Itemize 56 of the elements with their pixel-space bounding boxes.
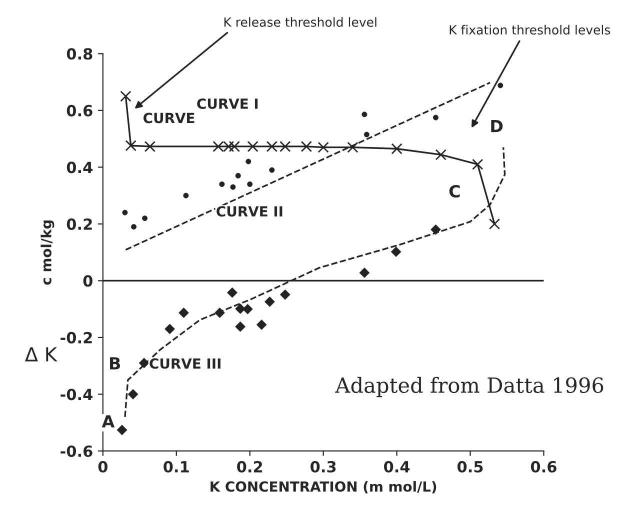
y-tick-label: 0.2 (66, 218, 92, 230)
annotation: CURVE I (197, 98, 258, 109)
point (228, 140, 240, 152)
y-tick-label: 0.6 (66, 104, 92, 116)
y-tick-label: 0.4 (66, 162, 92, 174)
y-axis-title: c mol/kg (40, 220, 54, 285)
x-tick-label: 0.5 (457, 460, 483, 473)
annotation: D (491, 120, 503, 132)
y-tick-label: -0.4 (60, 388, 92, 400)
x-tick-label: 0.1 (164, 460, 189, 473)
point (488, 218, 500, 230)
point (435, 149, 446, 160)
point (235, 322, 246, 332)
x-tick-label: 0.4 (384, 460, 410, 473)
annotation: CURVE (144, 112, 194, 124)
point (318, 142, 329, 153)
point (347, 142, 358, 153)
point (391, 143, 402, 154)
point (390, 246, 402, 257)
point (178, 308, 189, 318)
point (266, 140, 278, 152)
point (256, 320, 267, 330)
annotation: B (110, 357, 120, 370)
x-axis-title: K CONCENTRATION (m mol/L) (210, 481, 436, 494)
point (280, 290, 290, 300)
y-tick-label: -0.6 (60, 445, 92, 458)
x-tick-label: 0.3 (310, 460, 336, 473)
x-tick-label: 0 (98, 460, 108, 473)
point (242, 304, 253, 314)
text: Δ K (24, 347, 58, 362)
point (120, 90, 132, 102)
point (264, 296, 275, 307)
point (164, 324, 175, 334)
annotation: Adapted from Datta 1996 (335, 376, 604, 398)
point (472, 158, 484, 170)
point (359, 268, 370, 278)
point (247, 140, 258, 152)
point (300, 140, 312, 152)
point (144, 140, 156, 152)
y-tick-label: 0.8 (66, 48, 92, 60)
point (128, 389, 138, 400)
point (116, 424, 128, 436)
annotation: CURVE III (150, 358, 220, 369)
point (227, 288, 238, 298)
y-tick-label: -0.2 (60, 332, 92, 344)
annotation: CURVE II (216, 206, 282, 217)
annotation: C (449, 184, 460, 198)
text: K fixation threshold levels (450, 24, 610, 35)
annotation: A (102, 415, 115, 428)
point (280, 140, 291, 152)
x-tick-label: 0.2 (237, 460, 262, 473)
point (235, 304, 246, 314)
y-tick-label: 0 (83, 275, 92, 287)
x-tick-label: 0.6 (530, 460, 556, 473)
point (125, 140, 136, 152)
text: K release threshold level (224, 17, 376, 27)
